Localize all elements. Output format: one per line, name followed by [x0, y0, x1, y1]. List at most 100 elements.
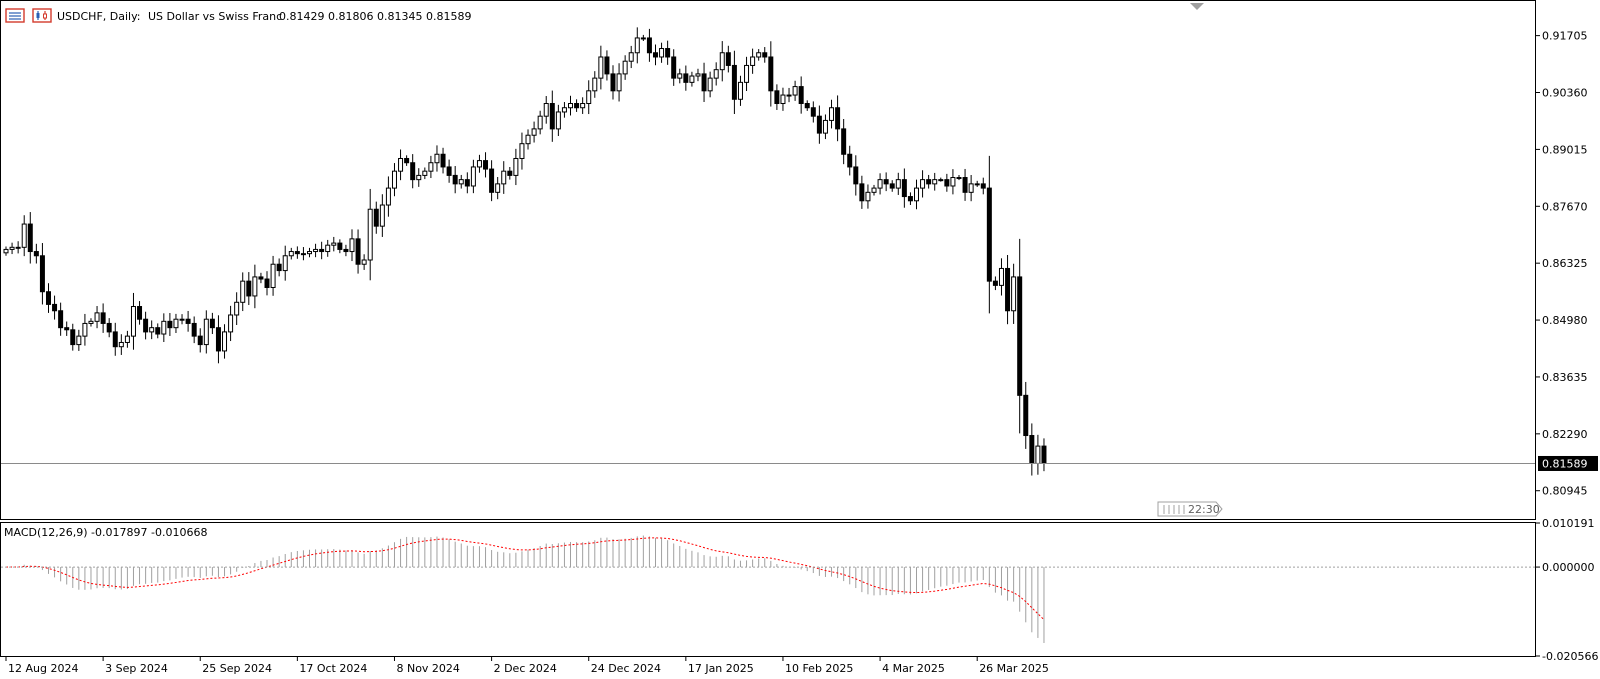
chart-shift-marker[interactable]	[1190, 3, 1204, 10]
candle-body-bull	[1035, 445, 1041, 464]
candle	[1023, 381, 1029, 449]
candle	[307, 247, 312, 258]
candle	[118, 334, 124, 355]
candle-body-bull	[568, 103, 574, 109]
candle	[130, 292, 136, 350]
candle	[100, 303, 106, 333]
candle	[525, 129, 531, 150]
candle	[398, 149, 404, 181]
candle	[816, 105, 822, 144]
time-tick-label: 26 Mar 2025	[979, 662, 1049, 675]
candle-body-bear	[337, 242, 343, 250]
time-tick-label: 3 Sep 2024	[105, 662, 168, 675]
candle-body-bear	[889, 183, 895, 189]
candle-body-bull	[124, 335, 130, 343]
candle-body-bull	[998, 267, 1004, 286]
price-tick-label: 0.80945	[1542, 485, 1588, 498]
candle-body-bear	[197, 335, 203, 346]
candle	[446, 159, 452, 183]
chart-list-icon[interactable]	[5, 8, 25, 23]
candle-body-bear	[725, 52, 731, 66]
candle	[167, 313, 173, 336]
candle	[222, 324, 228, 359]
candle-body-bull	[877, 179, 883, 189]
candle	[197, 328, 203, 353]
candle-body-bull	[640, 37, 646, 40]
candle	[58, 302, 64, 336]
time-tick-label: 25 Sep 2024	[202, 662, 272, 675]
candle-body-bear	[483, 160, 489, 170]
candle-body-bull	[398, 157, 404, 172]
candle	[841, 118, 847, 165]
candle	[410, 154, 416, 189]
candle	[137, 301, 143, 325]
candle-body-bull	[76, 335, 82, 346]
candle	[513, 148, 519, 186]
candle-body-bear	[343, 248, 349, 253]
candle	[950, 169, 956, 195]
candle-body-bear	[841, 128, 847, 155]
candle	[27, 212, 33, 264]
candle-body-bull	[616, 73, 622, 92]
price-axis: 0.91705 0.90360 0.89015 0.87670 0.86325 0.849…	[1535, 30, 1588, 498]
time-tick-label: 12 Aug 2024	[8, 662, 78, 675]
candle	[495, 177, 501, 200]
candle-body-bear	[604, 56, 610, 75]
candle-body-bear	[209, 318, 215, 329]
candle	[416, 168, 422, 187]
candle	[391, 163, 397, 197]
candle-body-bear	[665, 48, 671, 58]
candle	[659, 42, 665, 63]
candle	[853, 155, 859, 196]
candle	[1011, 263, 1017, 324]
candle-body-bull	[234, 301, 240, 316]
candle	[622, 55, 628, 80]
candle	[319, 241, 325, 260]
candle	[956, 174, 962, 181]
candle	[385, 176, 391, 217]
candle	[744, 56, 750, 91]
candle	[94, 306, 100, 329]
candle	[804, 100, 810, 111]
candle	[883, 172, 889, 192]
candle-body-bull	[543, 103, 549, 117]
candle	[39, 243, 45, 305]
candle-body-bull	[622, 60, 628, 75]
candle	[185, 310, 191, 332]
candle-body-bull	[470, 166, 476, 187]
candle	[568, 95, 574, 116]
candle	[143, 311, 149, 340]
candle	[191, 316, 197, 344]
candle	[762, 47, 768, 63]
price-panel-frame	[0, 0, 1536, 520]
candle-body-bear	[355, 238, 361, 265]
candle	[580, 97, 586, 114]
candle-body-bull	[968, 183, 974, 193]
candle-body-bull	[240, 280, 246, 303]
candle	[707, 71, 713, 98]
candle	[88, 318, 94, 327]
macd-tick-label: 0.000000	[1542, 561, 1595, 574]
candle	[871, 184, 877, 196]
macd-label: MACD(12,26,9) -0.017897 -0.010668	[4, 526, 207, 539]
candle	[574, 99, 580, 112]
candle	[531, 121, 537, 143]
candle-body-bear	[294, 251, 300, 255]
price-tick-label: 0.91705	[1542, 30, 1588, 43]
candle	[634, 27, 640, 64]
candle	[264, 271, 270, 296]
candle	[646, 28, 652, 62]
candle-body-bear	[464, 179, 470, 187]
time-tick-label: 8 Nov 2024	[396, 662, 459, 675]
candle-body-bear	[319, 248, 325, 253]
candle-body-bull	[689, 75, 695, 83]
time-tick-label: 17 Oct 2024	[299, 662, 367, 675]
price-tick-label: 0.83635	[1542, 371, 1588, 384]
candle-type-icon[interactable]	[32, 8, 52, 23]
macd-tick-label: -0.020566	[1542, 650, 1598, 663]
candle-body-bull	[458, 179, 464, 185]
candle-body-bear	[137, 306, 143, 320]
candle	[209, 312, 215, 335]
